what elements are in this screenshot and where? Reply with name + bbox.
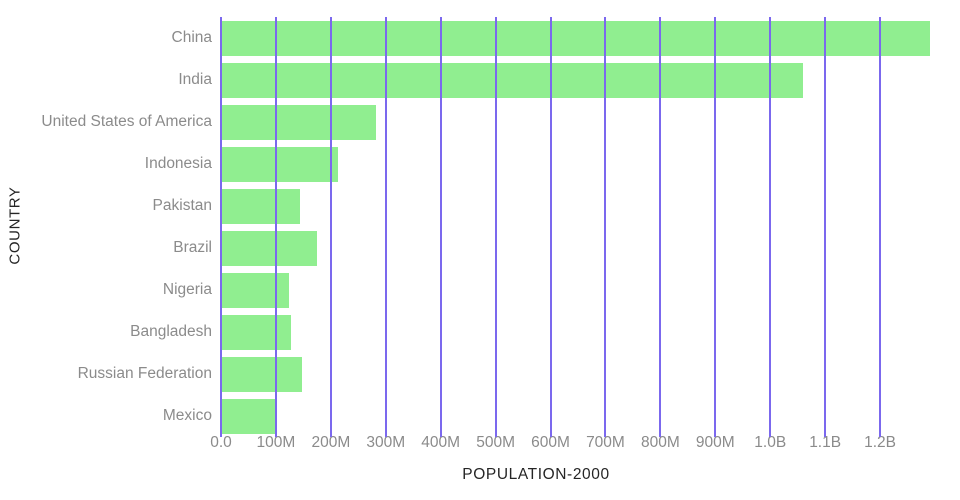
x-axis-ticks: 0.0 100M 200M 300M 400M 500M 600M 700M 800M 900M 1…	[210, 434, 935, 454]
gridline	[220, 17, 222, 437]
y-category-label: India	[178, 71, 212, 88]
y-category-label: Bangladesh	[130, 323, 212, 340]
bar-brazil	[221, 230, 318, 266]
bar-india	[221, 62, 804, 98]
gridline	[879, 17, 882, 437]
gridline	[494, 17, 497, 437]
gridline	[329, 17, 332, 437]
y-category-label: China	[171, 29, 213, 46]
y-category-label: Mexico	[162, 407, 212, 424]
bar-indonesia	[221, 146, 338, 182]
x-tick-label: 1.1B	[809, 434, 842, 451]
gridline	[769, 17, 772, 437]
x-tick-label: 800M	[640, 434, 680, 451]
y-category-label: United States of America	[41, 113, 212, 130]
x-tick-label: 600M	[531, 434, 570, 451]
bar-united-states-of-america	[221, 104, 377, 140]
x-tick-label: 100M	[256, 434, 296, 451]
x-tick-label: 700M	[586, 434, 625, 451]
x-axis-title: POPULATION-2000	[462, 466, 610, 483]
x-tick-label: 1.0B	[754, 434, 787, 451]
x-tick-label: 300M	[366, 434, 406, 451]
x-tick-label: 1.2B	[864, 434, 896, 451]
x-tick-label: 400M	[421, 434, 461, 451]
gridline	[549, 17, 552, 437]
y-category-label: Indonesia	[144, 155, 212, 172]
y-category-label: Nigeria	[162, 281, 212, 298]
bar-china	[221, 20, 930, 56]
bar-mexico	[221, 398, 275, 434]
x-tick-label: 500M	[476, 434, 515, 451]
y-category-label: Pakistan	[152, 197, 212, 214]
gridline	[384, 17, 387, 437]
gridline	[439, 17, 442, 437]
y-category-label: Russian Federation	[77, 365, 212, 382]
gridline	[714, 17, 717, 437]
gridline	[604, 17, 607, 437]
x-tick-label: 900M	[695, 434, 735, 451]
bar-nigeria	[221, 272, 289, 308]
x-tick-label: 200M	[311, 434, 351, 451]
gridline	[824, 17, 827, 437]
y-axis-labels: China India United States of America Indone…	[0, 17, 212, 437]
plot-area	[220, 17, 935, 437]
y-category-label: Brazil	[173, 239, 212, 256]
bar-russian-federation	[221, 356, 302, 392]
gridline	[659, 17, 662, 437]
bar-bangladesh	[221, 314, 292, 350]
bar-pakistan	[221, 188, 300, 224]
x-tick-label: 0.0	[210, 434, 232, 451]
gridline	[274, 17, 277, 437]
